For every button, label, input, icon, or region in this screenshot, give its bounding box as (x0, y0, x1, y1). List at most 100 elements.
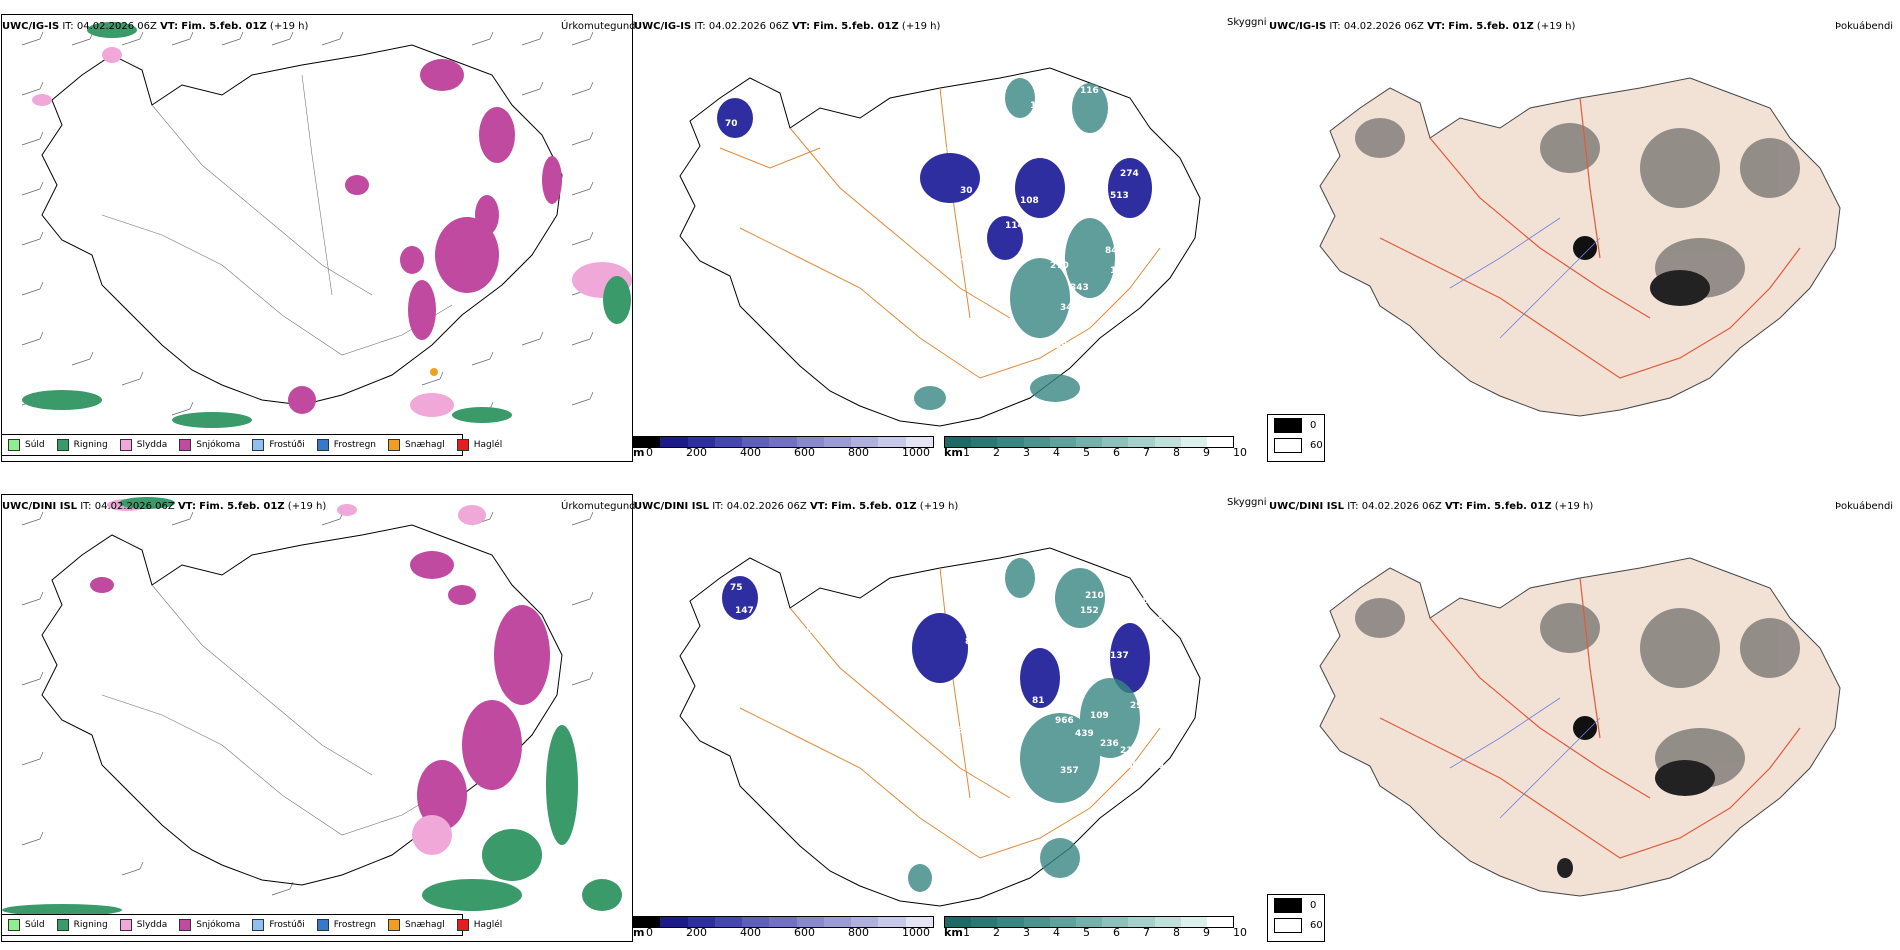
map-label: 282 (960, 226, 979, 236)
legend-item-drizzle: Súld (8, 439, 45, 451)
visibility-colorbar-1 (944, 436, 1234, 448)
precip-sleet (32, 47, 632, 417)
precip-snow (90, 551, 550, 830)
swatch (316, 439, 329, 451)
precip-rain (2, 497, 622, 915)
ceiling-colorbar-swatches (632, 436, 934, 448)
map-label: 109 (1090, 711, 1109, 721)
map-label: 439 (1075, 729, 1094, 739)
vt-value: Fim. 5.feb. 01Z (181, 21, 267, 32)
map-label: 103 (945, 726, 964, 736)
legend-item-snow-pellets: Snæhagl (388, 439, 445, 451)
fog-index-title: Þokuábendi (1835, 501, 1894, 512)
visibility-fog (914, 78, 1115, 410)
map-label: 556 (1045, 229, 1064, 239)
visibility-map-2: 75 147 202 102 89 94 161 81 210 152 238 … (679, 547, 1201, 907)
visibility-title: Skyggni (1227, 17, 1267, 28)
it-value: 04.02.2026 06Z (76, 21, 157, 32)
map-label: 210 (1085, 591, 1104, 601)
map-label: 91 (1160, 211, 1173, 221)
fog-index-title: Þokuábendi (1835, 21, 1894, 32)
fog-map-1 (1319, 77, 1841, 417)
precip-type-title: Úrkomutegund (561, 21, 636, 32)
map-label: 270 (1050, 261, 1069, 271)
fog-legend-row: 60 (1268, 435, 1324, 455)
map-label: 84 (1105, 246, 1118, 256)
roads (1379, 97, 1801, 379)
map-label: 202 (800, 626, 819, 636)
map-label: 341 (1060, 303, 1079, 313)
precip-hail-spot (430, 368, 438, 376)
precip-map (2, 497, 622, 915)
map-label: 152 (1080, 606, 1099, 616)
roads (101, 74, 453, 356)
map-label: 395 (1050, 811, 1069, 821)
map-label: 135 (1030, 101, 1049, 111)
map-label: 89 (965, 637, 978, 647)
fog-map-2 (1319, 557, 1841, 897)
wind-barbs (21, 31, 594, 416)
swatch (56, 439, 69, 451)
map-label: 102 (1085, 149, 1104, 159)
map-label: 343 (1070, 283, 1089, 293)
map-label: 70 (725, 119, 738, 129)
precip-legend-2: Súld Rigning Slydda Snjókoma Frostúði Fr… (1, 914, 502, 936)
ceiling-low-cloud (722, 576, 1150, 708)
rivers (1449, 697, 1601, 819)
map-label: 110 (1110, 266, 1129, 276)
fog-legend-2: 0 60 (1267, 894, 1325, 942)
precip-snow (288, 59, 562, 414)
vt-label: VT: (160, 21, 179, 32)
swatch (252, 439, 265, 451)
fog-dark-spot (1650, 270, 1710, 306)
map-label: 108 (1020, 196, 1039, 206)
fog-dark-spot (1573, 716, 1597, 740)
map-label: 274 (1120, 169, 1139, 179)
visibility-map-1: 19 70 83 30 282 108 114 556 270 343 341 … (679, 66, 1201, 427)
model-name: UWC/IG-IS (2, 21, 60, 32)
precip-type-title: Úrkomutegund (561, 501, 636, 512)
legend-item-hail: Haglél (456, 439, 502, 451)
fog-shading (1355, 118, 1800, 298)
map-label: 81 (1032, 696, 1045, 706)
visibility-unit: km (944, 446, 963, 459)
precip-map (21, 22, 632, 428)
wind-barbs (21, 511, 594, 896)
legend-item-freezing-rain: Frostregn (316, 439, 376, 451)
map-label: 84 (1140, 151, 1153, 161)
fog-dark-spot (1655, 760, 1715, 796)
map-label: 966 (1055, 716, 1074, 726)
it-label: IT: (62, 21, 74, 32)
map-label: 112 (948, 253, 967, 263)
visibility-colorbar-2 (944, 916, 1234, 928)
map-label: 147 (735, 606, 754, 616)
visibility-fog (908, 558, 1140, 892)
legend-item-freezing-drizzle: Frostúði (252, 439, 305, 451)
vis-title-1: UWC/IG-IS IT: 04.02.2026 06Z VT: Fim. 5.… (634, 21, 941, 32)
ceiling-labels-2: 75 147 202 102 89 94 161 81 210 152 238 … (730, 583, 1179, 821)
ceiling-unit: m (633, 926, 645, 939)
ceiling-ticks: 0 200 400 600 800 1000 (646, 446, 930, 459)
map-label: 102 (785, 639, 804, 649)
swatch (456, 439, 469, 451)
ceiling-unit: m (633, 446, 645, 459)
rivers (1449, 217, 1601, 339)
map-label: 130 (1145, 761, 1164, 771)
fog-legend-row: 0 (1268, 415, 1324, 435)
visibility-unit: km (944, 926, 963, 939)
map-label: 315 (1080, 193, 1099, 203)
ceiling-colorbar-1 (632, 436, 934, 448)
precip-map-frame (1, 14, 633, 462)
iceland-outline (679, 67, 1201, 427)
visibility-ticks: 1 2 3 4 5 6 7 8 9 10 (963, 446, 1247, 459)
roads (1379, 577, 1801, 859)
ceiling-low-cloud (717, 98, 1152, 260)
map-label: 106 (1160, 666, 1179, 676)
fog-dark-spot (1573, 236, 1597, 260)
fog-dark-spot (1557, 858, 1573, 878)
map-label: 238 (1085, 636, 1104, 646)
map-label: 94 (978, 651, 991, 661)
map-label: 513 (1110, 191, 1129, 201)
map-label: 114 (1005, 221, 1024, 231)
precip-title-1: UWC/IG-IS IT: 04.02.2026 06Z VT: Fim. 5.… (2, 21, 308, 32)
